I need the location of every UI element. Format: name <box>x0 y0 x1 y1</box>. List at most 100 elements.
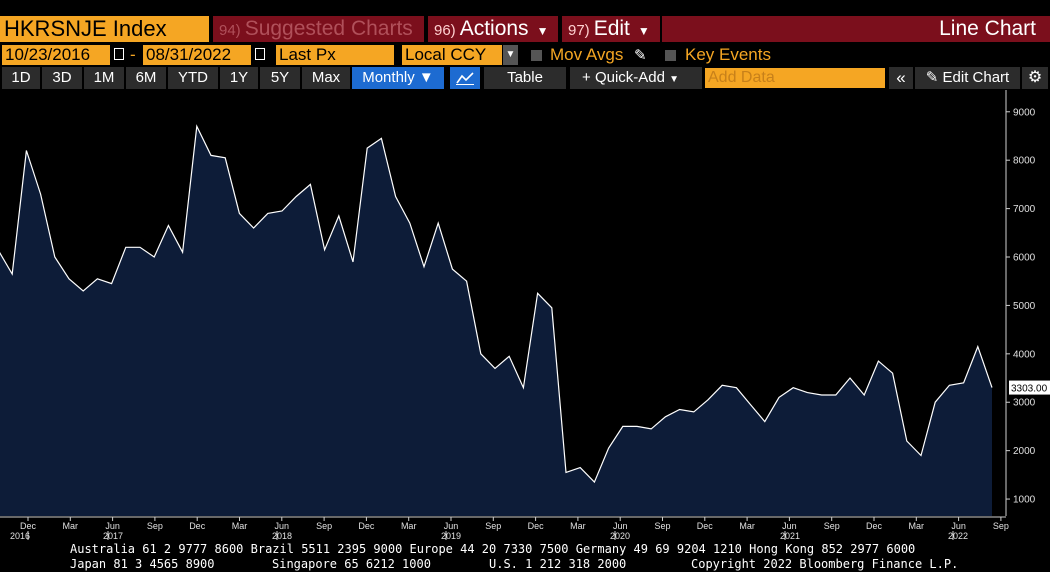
x-tick-label: Sep <box>654 521 670 531</box>
last-value-label: 3303.00 <box>1011 384 1048 395</box>
x-tick-label: Sep <box>824 521 840 531</box>
footer: Australia 61 2 9777 8600 Brazil 5511 239… <box>0 540 1050 572</box>
x-tick-label: Mar <box>401 521 417 531</box>
y-tick-label: 5000 <box>1013 301 1036 312</box>
range-1m-button[interactable]: 1M <box>84 67 124 89</box>
period-select[interactable]: Monthly ▼ <box>352 67 444 89</box>
x-tick-label: Jun <box>613 521 628 531</box>
edit-chart-label: Edit Chart <box>942 69 1010 86</box>
footer-contact-us: U.S. 1 212 318 2000 <box>489 557 627 571</box>
series-area <box>0 126 992 516</box>
x-tick-label: Mar <box>909 521 925 531</box>
x-tick-label: Dec <box>697 521 714 531</box>
footer-contact-japan: Japan 81 3 4565 8900 <box>70 557 215 571</box>
x-tick-label: Mar <box>570 521 586 531</box>
y-tick-label: 8000 <box>1013 156 1036 167</box>
end-calendar-icon[interactable] <box>255 48 265 60</box>
x-tick-label: Jun <box>444 521 459 531</box>
edit-caret-icon: ▼ <box>637 24 650 38</box>
view-title: Line Chart <box>662 16 1050 42</box>
actions-button[interactable]: 96) Actions ▼ <box>428 16 558 42</box>
x-tick-label: Sep <box>485 521 501 531</box>
range-5y-button[interactable]: 5Y <box>260 67 300 89</box>
x-tick-label: Mar <box>63 521 79 531</box>
x-tick-label: Jun <box>782 521 797 531</box>
quick-add-button[interactable]: + Quick-Add ▼ <box>570 67 702 89</box>
x-tick-label: Mar <box>739 521 755 531</box>
footer-copyright: Copyright 2022 Bloomberg Finance L.P. <box>691 557 959 571</box>
x-tick-label: Sep <box>147 521 163 531</box>
y-tick-label: 4000 <box>1013 349 1036 360</box>
footer-contacts-line1: Australia 61 2 9777 8600 Brazil 5511 239… <box>70 542 916 556</box>
edit-button[interactable]: 97) Edit ▼ <box>562 16 660 42</box>
end-date-input[interactable]: 08/31/2022 <box>143 45 251 65</box>
chart-area[interactable]: 1000 2000 3000 4000 5000 6000 7000 8000 9000 3303… <box>0 90 1050 541</box>
y-tick-label: 2000 <box>1013 446 1036 457</box>
edit-chart-button[interactable]: ✎ Edit Chart <box>915 67 1020 89</box>
actions-caret-icon: ▼ <box>536 24 549 38</box>
add-data-input[interactable]: Add Data <box>705 68 885 88</box>
suggested-charts-label: Suggested Charts <box>244 17 413 40</box>
x-tick-label: Sep <box>993 521 1009 531</box>
start-date-input[interactable]: 10/23/2016 <box>2 45 110 65</box>
x-year-label: 2019 <box>441 531 461 540</box>
ticker-field[interactable]: HKRSNJE Index <box>0 16 209 42</box>
start-calendar-icon[interactable] <box>114 48 124 60</box>
x-tick-label: Jun <box>105 521 120 531</box>
range-3d-button[interactable]: 3D <box>42 67 82 89</box>
pencil-icon[interactable]: ✎ <box>634 47 647 64</box>
x-tick-label: Sep <box>316 521 332 531</box>
y-tick-label: 9000 <box>1013 107 1036 118</box>
currency-dropdown-icon[interactable]: ▼ <box>503 45 518 65</box>
field-select[interactable]: Last Px <box>276 45 394 65</box>
suggested-charts-number: 94) <box>219 22 241 39</box>
actions-number: 96) <box>434 22 456 39</box>
mov-avgs-label[interactable]: Mov Avgs <box>550 45 624 64</box>
last-value-box <box>1009 380 1050 395</box>
x-tick-label: Dec <box>358 521 375 531</box>
quick-add-caret-icon: ▼ <box>669 74 680 85</box>
x-tick-label: Dec <box>20 521 37 531</box>
edit-label: Edit <box>593 17 630 40</box>
actions-label: Actions <box>459 17 529 40</box>
table-button[interactable]: Table <box>484 67 566 89</box>
y-tick-label: 7000 <box>1013 204 1036 215</box>
toolbar: 1D 3D 1M 6M YTD 1Y 5Y Max Monthly ▼ Tabl… <box>0 66 1050 90</box>
range-1y-button[interactable]: 1Y <box>220 67 258 89</box>
plus-icon: + <box>582 69 591 86</box>
x-year-label: 2020 <box>610 531 630 540</box>
y-tick-label: 1000 <box>1013 495 1036 506</box>
x-year-label: 2017 <box>103 531 123 540</box>
date-separator: - <box>130 45 136 64</box>
key-events-checkbox[interactable] <box>665 50 676 61</box>
suggested-charts-button[interactable]: 94) Suggested Charts <box>213 16 424 42</box>
x-year-label: 2018 <box>272 531 292 540</box>
quick-add-label: Quick-Add <box>594 69 665 86</box>
y-tick-label: 6000 <box>1013 253 1036 264</box>
y-tick-label: 3000 <box>1013 398 1036 409</box>
range-max-button[interactable]: Max <box>302 67 350 89</box>
x-year-label: 2016 <box>10 531 30 540</box>
mov-avgs-checkbox[interactable] <box>531 50 542 61</box>
x-tick-label: Dec <box>189 521 206 531</box>
x-tick-label: Mar <box>232 521 248 531</box>
edit-number: 97) <box>568 22 590 39</box>
title-bar: HKRSNJE Index 94) Suggested Charts 96) Act… <box>0 0 1050 44</box>
footer-contact-singapore: Singapore 65 6212 1000 <box>272 557 431 571</box>
x-year-label: 2022 <box>948 531 968 540</box>
range-6m-button[interactable]: 6M <box>126 67 166 89</box>
key-events-label[interactable]: Key Events <box>685 45 771 64</box>
gear-icon[interactable]: ⚙ <box>1022 67 1048 89</box>
currency-select[interactable]: Local CCY <box>402 45 502 65</box>
range-1d-button[interactable]: 1D <box>2 67 40 89</box>
x-tick-label: Dec <box>866 521 883 531</box>
x-tick-label: Dec <box>528 521 545 531</box>
x-year-label: 2021 <box>780 531 800 540</box>
range-ytd-button[interactable]: YTD <box>168 67 218 89</box>
controls-bar: 10/23/2016 - 08/31/2022 Last Px Local CC… <box>0 44 1050 66</box>
series-line <box>0 124 993 484</box>
collapse-icon[interactable]: « <box>889 67 913 89</box>
x-tick-label: Jun <box>951 521 966 531</box>
line-chart[interactable]: 1000 2000 3000 4000 5000 6000 7000 8000 9000 3303… <box>0 90 1050 541</box>
chart-type-icon[interactable] <box>450 67 480 89</box>
